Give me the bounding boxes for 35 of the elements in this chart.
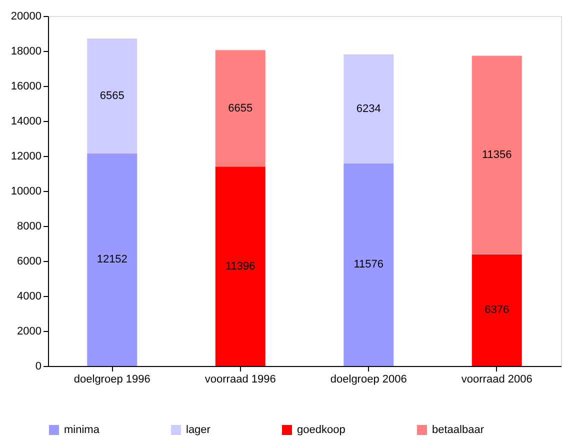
data-label: 6565 [100,90,124,102]
data-label: 6234 [356,102,381,115]
y-tick-label: 2000 [17,326,42,338]
bar [472,56,522,254]
bar [344,163,394,366]
bar [344,54,394,164]
x-tick-label: doelgroep 2006 [330,374,407,386]
y-tick-label: 0 [35,360,42,372]
legend-label: lager [186,424,211,436]
x-tick-label: voorraad 1996 [204,374,276,386]
legend-label: minima [64,424,100,436]
legend-label: goedkoop [297,424,346,436]
bar [87,153,138,366]
data-label: 12152 [96,254,128,266]
y-tick-label: 4000 [17,290,42,302]
data-label: 11576 [354,258,384,271]
data-label: 6655 [228,102,253,114]
data-label: 11396 [225,260,256,272]
bar [87,38,138,154]
y-tick-label: 14000 [10,116,42,128]
y-tick-label: 16000 [10,80,42,92]
x-tick-label: voorraad 2006 [461,374,532,386]
bar [215,50,266,167]
y-tick-label: 10000 [10,186,42,198]
y-tick-label: 20000 [10,10,42,22]
y-tick-label: 8000 [17,220,42,232]
legend-label: betaalbaar [432,424,484,436]
data-label: 6376 [484,304,510,316]
data-label: 11356 [482,149,512,162]
y-tick-label: 6000 [17,256,42,268]
bar [215,166,266,366]
x-tick-label: doelgroep 1996 [74,374,150,386]
y-tick-label: 18000 [10,46,42,58]
y-tick-label: 12000 [10,150,42,162]
bar [472,254,522,366]
